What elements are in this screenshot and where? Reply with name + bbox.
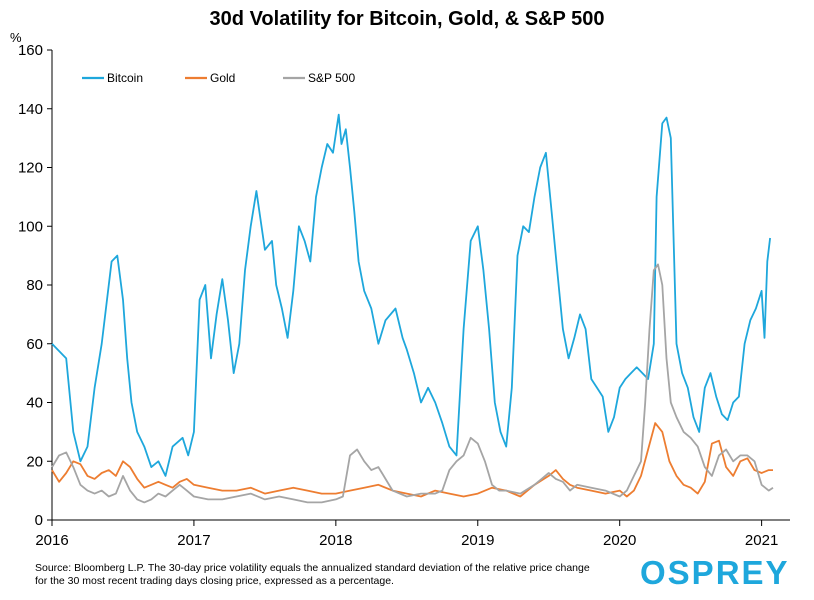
y-tick-label: 140: [18, 101, 43, 118]
x-tick-label: 2020: [603, 532, 636, 549]
y-tick-label: 120: [18, 160, 43, 177]
x-tick-label: 2021: [745, 532, 778, 549]
axes: 0 20 40 60 80 100 120 140 160 2016 2017 2018 2019 202…: [18, 42, 790, 549]
source-note: Source: Bloomberg L.P. The 30-day price …: [35, 562, 590, 587]
x-tick-label: 2019: [461, 532, 494, 549]
legend-label-gold: Gold: [210, 71, 235, 85]
y-tick-label: 0: [35, 512, 43, 529]
y-tick-label: 80: [26, 277, 43, 294]
series-line-bitcoin: [51, 113, 771, 477]
y-tick-label: 160: [18, 42, 43, 59]
y-tick-label: 20: [26, 453, 43, 470]
y-tick-label: 40: [26, 395, 43, 412]
x-tick-label: 2018: [319, 532, 352, 549]
y-axis-unit-label: %: [10, 30, 22, 45]
legend-label-bitcoin: Bitcoin: [107, 71, 143, 85]
chart-title: 30d Volatility for Bitcoin, Gold, & S&P …: [209, 8, 605, 30]
series-line-s-p-500: [51, 263, 774, 504]
series-group: [51, 113, 774, 504]
x-tick-label: 2017: [177, 532, 210, 549]
x-tick-label: 2016: [35, 532, 68, 549]
y-tick-label: 100: [18, 218, 43, 235]
y-tick-label: 60: [26, 336, 43, 353]
legend-label-s-p-500: S&P 500: [308, 71, 355, 85]
legend: Bitcoin Gold S&P 500: [82, 71, 355, 85]
osprey-logo: OSPREY: [640, 554, 790, 591]
series-line-gold: [51, 422, 773, 498]
